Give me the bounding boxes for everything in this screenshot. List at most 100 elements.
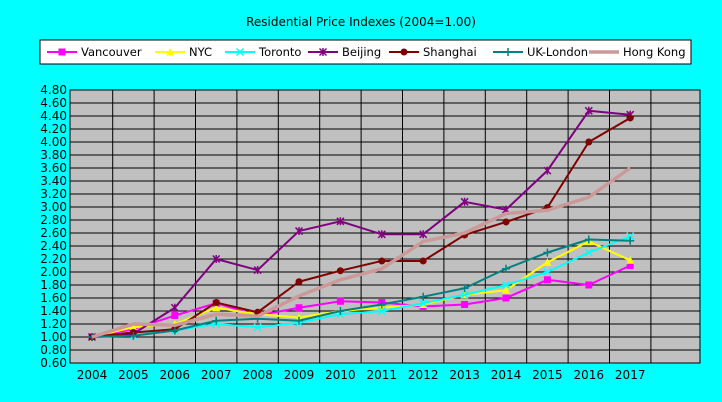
data-point-beijing: [419, 230, 428, 239]
x-tick-label: 2011: [367, 368, 398, 382]
series-line-beijing: [91, 109, 631, 338]
data-point-uk-london: [543, 248, 552, 257]
x-tick-label: 2013: [449, 368, 480, 382]
plot-area: [69, 89, 701, 364]
data-point-toronto: [584, 248, 593, 257]
y-tick-label: 1.00: [40, 330, 67, 344]
legend-item-toronto: Toronto: [225, 45, 301, 59]
series-line-vancouver: [91, 264, 631, 338]
legend-marker: [58, 48, 66, 56]
legend-item-hong-kong: Hong Kong: [589, 45, 686, 59]
series-group: [87, 106, 635, 342]
legend-box: [39, 39, 692, 65]
y-tick-label: 2.00: [40, 265, 67, 279]
y-tick-label: 1.60: [40, 291, 67, 305]
y-tick-label: 0.60: [40, 356, 67, 370]
data-point-shanghai: [378, 257, 386, 265]
legend-marker: [400, 48, 408, 56]
y-axis-ticks: 0.600.801.001.201.401.601.802.002.202.40…: [40, 83, 67, 370]
series-line-nyc: [91, 240, 631, 338]
data-point-shanghai: [419, 257, 427, 265]
data-point-toronto: [377, 306, 386, 316]
data-point-vancouver: [171, 312, 179, 320]
y-tick-label: 2.20: [40, 252, 67, 266]
data-point-beijing: [253, 266, 262, 275]
series-line-uk-london: [91, 238, 631, 338]
y-tick-label: 4.80: [40, 83, 67, 97]
data-point-uk-london: [419, 292, 428, 301]
legend-marker: [504, 48, 512, 56]
legend-item-uk-london: UK-London: [493, 45, 588, 59]
data-point-vancouver: [543, 276, 551, 284]
series-hong-kong: [91, 166, 632, 339]
x-tick-label: 2010: [325, 368, 356, 382]
legend-label: Beijing: [342, 45, 381, 59]
data-point-beijing: [377, 230, 386, 239]
y-tick-label: 3.40: [40, 174, 67, 188]
x-axis-ticks: 2004 2005 2006 2007 2008 2009 2010 2011 2012 2013…: [77, 368, 646, 382]
data-point-uk-london: [377, 300, 386, 309]
legend-label: Hong Kong: [623, 45, 686, 59]
data-point-beijing: [294, 227, 304, 236]
legend-label: NYC: [189, 45, 212, 59]
y-tick-label: 4.60: [40, 96, 67, 110]
data-point-toronto: [253, 323, 262, 332]
x-tick-label: 2015: [532, 368, 563, 382]
data-point-nyc: [129, 323, 138, 331]
legend: Vancouver NYC Toronto Beijing Shanghai UK-Lon…: [39, 39, 692, 65]
data-point-nyc: [502, 286, 510, 294]
y-tick-label: 3.00: [40, 200, 67, 214]
data-point-uk-london: [460, 284, 469, 293]
y-tick-label: 4.00: [40, 135, 67, 149]
legend-item-beijing: Beijing: [308, 45, 381, 59]
y-tick-label: 4.20: [40, 122, 67, 136]
legend-marker: [235, 47, 245, 57]
data-point-vancouver: [461, 301, 469, 308]
y-tick-label: 3.80: [40, 148, 67, 162]
x-tick-label: 2012: [408, 368, 439, 382]
x-tick-label: 2009: [284, 368, 315, 382]
data-point-uk-london: [336, 307, 345, 315]
data-point-toronto: [419, 299, 428, 308]
series-line-hong-kong: [91, 166, 632, 339]
data-point-nyc: [543, 258, 552, 266]
data-point-uk-london: [295, 316, 303, 325]
legend-marker: [318, 47, 328, 57]
legend-label: Vancouver: [81, 45, 142, 59]
data-point-uk-london: [129, 331, 138, 340]
x-tick-label: 2017: [615, 368, 646, 382]
data-point-toronto: [543, 267, 552, 277]
x-tick-label: 2016: [574, 368, 605, 382]
y-tick-label: 2.80: [40, 213, 67, 227]
data-point-toronto: [460, 290, 469, 299]
y-tick-label: 3.20: [40, 187, 67, 201]
legend-item-shanghai: Shanghai: [389, 45, 477, 59]
data-point-vancouver: [295, 304, 303, 312]
data-point-uk-london: [502, 264, 510, 273]
data-point-shanghai: [295, 278, 303, 286]
legend-label: Shanghai: [423, 45, 477, 59]
data-point-uk-london: [584, 235, 593, 244]
data-point-nyc: [626, 256, 635, 264]
data-point-vancouver: [336, 297, 344, 305]
y-tick-label: 1.20: [40, 317, 67, 331]
data-point-vancouver: [626, 262, 634, 269]
x-tick-label: 2007: [201, 368, 232, 382]
data-point-shanghai: [336, 267, 344, 275]
data-point-toronto: [626, 232, 635, 241]
data-point-beijing: [212, 254, 221, 264]
legend-label: Toronto: [258, 45, 301, 59]
chart-title: Residential Price Indexes (2004=1.00): [246, 15, 476, 29]
data-point-beijing: [460, 197, 469, 206]
data-point-nyc: [212, 303, 221, 312]
y-tick-label: 1.80: [40, 278, 67, 292]
data-point-vancouver: [502, 294, 510, 302]
legend-marker: [166, 48, 174, 56]
x-tick-label: 2014: [491, 368, 522, 382]
data-point-shanghai: [502, 218, 510, 226]
y-tick-label: 1.40: [40, 304, 67, 318]
y-tick-label: 2.60: [40, 226, 67, 240]
y-tick-label: 0.80: [40, 343, 67, 357]
x-tick-label: 2004: [77, 368, 108, 382]
